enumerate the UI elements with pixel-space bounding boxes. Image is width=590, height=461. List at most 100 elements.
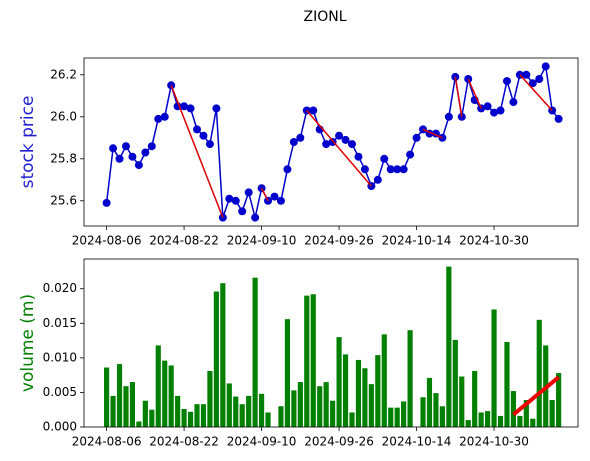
trend-line (512, 375, 560, 417)
volume-bar (407, 330, 413, 427)
price-marker (386, 165, 395, 174)
price-marker (444, 112, 453, 121)
y-tick-label: 25.8 (50, 151, 77, 165)
volume-bar (401, 401, 407, 427)
price-marker (212, 104, 221, 113)
volume-bar (207, 371, 213, 427)
x-tick-label: 2024-09-26 (304, 435, 374, 449)
price-marker (238, 207, 247, 216)
volume-bar (104, 367, 110, 427)
price-marker (193, 125, 202, 134)
x-tick-label: 2024-10-30 (459, 234, 529, 248)
price-marker (251, 213, 260, 222)
price-marker (502, 77, 511, 86)
volume-bar (142, 400, 148, 427)
price-marker (244, 188, 253, 197)
volume-bar (549, 400, 555, 427)
y-tick-label: 0.020 (43, 281, 77, 295)
y-tick-label: 26.0 (50, 109, 77, 123)
volume-bar (323, 382, 329, 427)
y-tick-label: 26.2 (50, 67, 77, 81)
price-marker (522, 70, 531, 79)
volume-bar (349, 412, 355, 427)
price-marker (496, 106, 505, 115)
y-tick-label: 0.005 (43, 385, 77, 399)
price-marker (309, 106, 318, 115)
volume-bar (381, 334, 387, 427)
volume-bar (162, 360, 168, 427)
price-marker (160, 112, 169, 121)
volume-bar (200, 404, 207, 427)
volume-bar (330, 400, 336, 427)
volume-bar (246, 395, 252, 427)
price-marker (406, 150, 415, 159)
price-marker (109, 144, 118, 153)
volume-bar (368, 384, 374, 427)
price-marker (483, 102, 492, 111)
volume-bar (155, 345, 161, 427)
volume-bar (317, 386, 323, 427)
volume-bar (239, 404, 245, 427)
price-marker (535, 75, 544, 83)
trend-line (519, 74, 553, 112)
volume-bar (355, 359, 362, 427)
volume-bar (388, 407, 394, 427)
volume-bar (252, 277, 258, 427)
price-marker (373, 175, 382, 184)
price-marker (147, 142, 156, 151)
volume-bar (181, 409, 187, 427)
volume-bar (510, 391, 517, 427)
price-marker (102, 198, 111, 207)
trend-line (170, 85, 224, 218)
price-marker (225, 194, 234, 203)
y-tick-label: 0.015 (43, 316, 77, 330)
volume-bar (310, 294, 316, 427)
volume-bar (226, 383, 232, 427)
x-tick-label: 2024-08-06 (72, 435, 142, 449)
trend-line (260, 187, 269, 202)
volume-bar (452, 339, 458, 427)
trend-line (306, 110, 372, 187)
x-tick-label: 2024-10-14 (382, 234, 452, 248)
price-marker (393, 165, 402, 174)
price-marker (554, 114, 563, 123)
volume-bar (136, 421, 142, 427)
price-marker (335, 131, 344, 140)
volume-bar (465, 420, 471, 427)
volume-bar (175, 395, 181, 427)
volume-bar (304, 295, 310, 427)
trend-line (454, 76, 463, 117)
volume-bar (297, 382, 303, 427)
price-marker (283, 165, 292, 174)
volume-bar (123, 386, 129, 427)
volume-bar (362, 368, 368, 427)
volume-bar (116, 364, 123, 427)
price-marker (199, 131, 208, 140)
volume-bar (342, 354, 349, 427)
volume-bar (278, 406, 284, 427)
volume-bar (168, 365, 174, 427)
price-marker (134, 161, 143, 170)
volume-bar (497, 415, 504, 427)
volume-bar (536, 319, 542, 427)
y-axis-label: volume (m) (18, 294, 38, 392)
price-marker (322, 140, 331, 149)
price-marker (276, 196, 285, 205)
price-marker (121, 142, 130, 151)
volume-bar (265, 412, 271, 427)
x-tick-label: 2024-09-10 (227, 234, 297, 248)
volume-bar (220, 283, 226, 427)
price-marker (412, 133, 421, 142)
price-marker (128, 152, 137, 161)
volume-bar (291, 390, 297, 427)
price-marker (541, 62, 550, 71)
volume-bar (433, 393, 439, 427)
volume-bar (472, 371, 478, 427)
price-marker (231, 196, 240, 205)
axes-frame (83, 57, 579, 227)
volume-bar (446, 266, 452, 427)
volume-bar (485, 411, 491, 427)
price-marker (360, 165, 369, 174)
price-marker (154, 114, 163, 123)
